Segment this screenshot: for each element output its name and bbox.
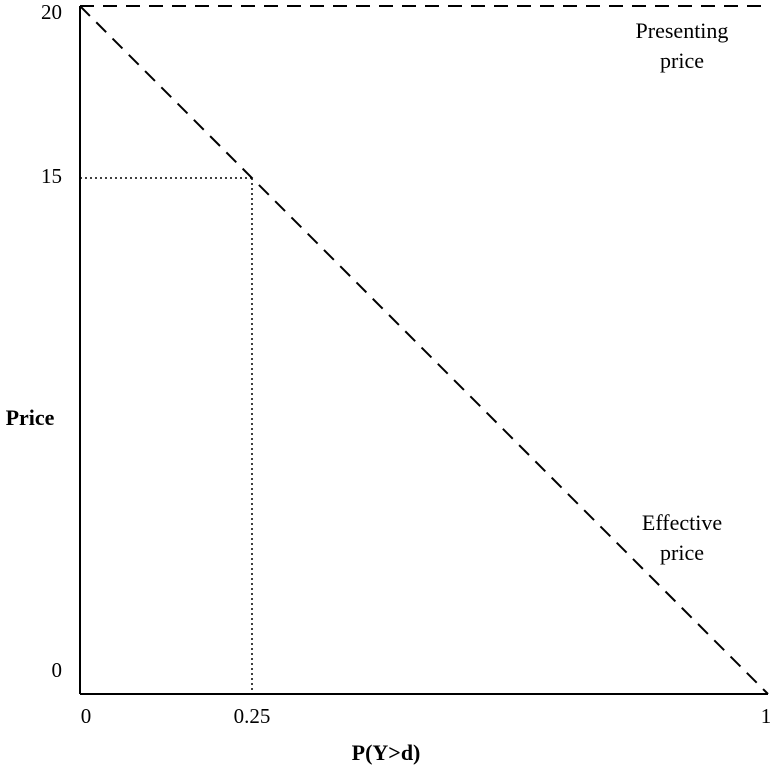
series-label: Effective price bbox=[641, 510, 723, 565]
x-tick-label: 1 bbox=[761, 704, 772, 728]
y-tick-label: 20 bbox=[41, 0, 62, 24]
series-line bbox=[79, 5, 769, 695]
x-tick-label: 0.25 bbox=[234, 704, 271, 728]
x-axis-title: P(Y>d) bbox=[352, 740, 421, 765]
y-tick-label: 0 bbox=[52, 658, 63, 682]
y-axis-title: Price bbox=[6, 405, 55, 430]
x-tick-label: 0 bbox=[81, 704, 92, 728]
y-tick-label: 15 bbox=[41, 164, 62, 188]
series-label: Presenting price bbox=[635, 18, 729, 73]
